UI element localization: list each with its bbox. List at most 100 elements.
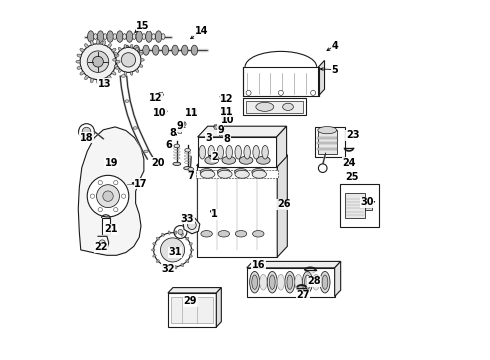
Bar [247,268,335,297]
Text: 28: 28 [307,276,320,286]
Circle shape [188,221,196,229]
Circle shape [311,90,316,95]
Ellipse shape [85,44,88,48]
Circle shape [223,116,225,119]
Ellipse shape [112,48,116,52]
Text: 12: 12 [149,93,163,103]
Ellipse shape [123,45,130,55]
Circle shape [163,110,166,113]
Ellipse shape [126,31,133,42]
Ellipse shape [184,167,192,170]
Text: 18: 18 [80,133,93,143]
Ellipse shape [139,53,143,55]
Bar [317,148,337,150]
Circle shape [220,133,223,135]
Ellipse shape [117,31,123,42]
Circle shape [114,180,118,185]
Polygon shape [247,261,341,268]
Ellipse shape [262,145,269,159]
Ellipse shape [186,260,189,263]
Bar [243,98,306,116]
Ellipse shape [244,145,250,159]
Circle shape [103,191,113,201]
Ellipse shape [113,34,117,40]
Ellipse shape [141,59,144,61]
Circle shape [87,51,109,72]
Circle shape [178,129,181,132]
Circle shape [97,185,120,208]
Text: 13: 13 [98,79,111,89]
Polygon shape [197,126,287,137]
Text: 23: 23 [346,130,359,140]
Text: 32: 32 [161,264,174,274]
Ellipse shape [162,45,169,55]
Ellipse shape [136,47,139,50]
Circle shape [114,207,118,212]
Ellipse shape [142,34,146,40]
Polygon shape [276,126,287,167]
Ellipse shape [260,274,267,290]
Ellipse shape [168,265,171,269]
Ellipse shape [200,170,215,178]
Ellipse shape [80,71,84,75]
Ellipse shape [122,75,125,77]
Ellipse shape [136,69,139,72]
Ellipse shape [112,71,116,75]
Ellipse shape [153,243,156,245]
Text: 3: 3 [206,133,213,143]
Circle shape [174,226,187,238]
Ellipse shape [186,237,189,240]
Ellipse shape [199,145,205,159]
Ellipse shape [235,168,247,176]
Ellipse shape [133,45,140,55]
Ellipse shape [181,45,188,55]
Ellipse shape [114,64,118,67]
Circle shape [193,110,196,113]
Ellipse shape [90,78,94,83]
Text: 10: 10 [153,108,167,118]
Circle shape [99,240,105,246]
Ellipse shape [122,34,126,40]
Ellipse shape [114,53,118,55]
Polygon shape [78,127,144,255]
Bar [345,193,365,218]
Ellipse shape [125,100,129,102]
Ellipse shape [304,275,310,289]
Ellipse shape [201,230,212,237]
Ellipse shape [252,170,267,178]
Ellipse shape [85,76,88,80]
Ellipse shape [152,45,159,55]
Ellipse shape [113,59,116,61]
Polygon shape [277,155,287,257]
Text: 30: 30 [360,197,374,207]
Ellipse shape [235,145,242,159]
Ellipse shape [118,69,121,72]
Ellipse shape [189,243,193,245]
Bar [245,101,303,113]
Ellipse shape [181,233,184,237]
Ellipse shape [94,34,97,40]
Ellipse shape [80,48,84,52]
Text: 11: 11 [184,108,198,118]
Ellipse shape [168,231,171,234]
Ellipse shape [151,249,155,251]
Ellipse shape [97,31,104,42]
Ellipse shape [287,275,293,289]
Ellipse shape [156,260,159,263]
Circle shape [80,44,116,80]
Ellipse shape [190,249,194,251]
Text: 22: 22 [94,242,108,252]
Circle shape [222,109,225,112]
Polygon shape [183,215,200,234]
Text: 21: 21 [104,225,117,234]
Text: 29: 29 [184,296,197,306]
Bar [243,67,318,96]
Bar [318,130,337,154]
Ellipse shape [302,271,313,293]
Ellipse shape [130,72,133,75]
Ellipse shape [107,31,113,42]
Ellipse shape [285,271,295,293]
Ellipse shape [173,162,181,166]
Circle shape [98,180,102,185]
Text: 5: 5 [331,64,338,75]
